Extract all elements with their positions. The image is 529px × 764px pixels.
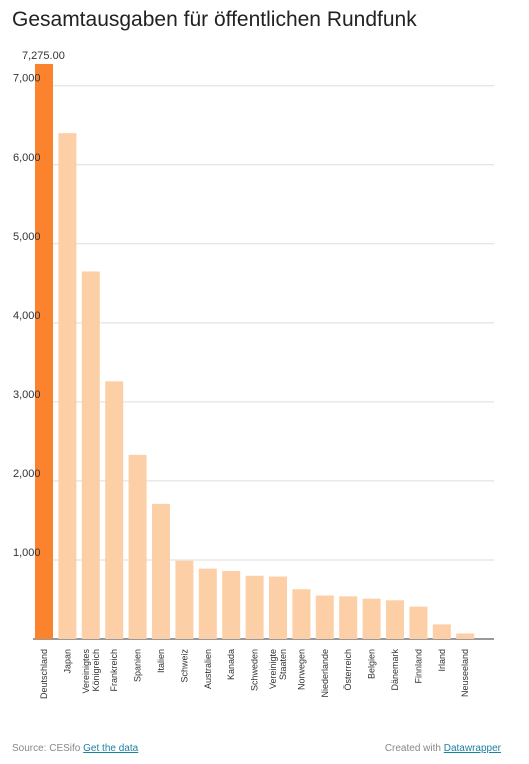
bar-japan [58, 133, 77, 639]
bar-deutschland [35, 63, 53, 640]
bar-belgien [362, 598, 381, 639]
x-tick-label: Australien [203, 649, 213, 689]
x-tick-label: Norwegen [296, 649, 306, 690]
bar-spanien [128, 454, 147, 639]
bar-vereinigtes-königreich [81, 271, 100, 639]
bar-kanada [222, 571, 241, 639]
grid-layer [33, 85, 494, 640]
x-tick-label: Deutschland [39, 649, 49, 699]
data-label: 7,275.00 [22, 50, 65, 62]
y-tick-label: 3,000 [13, 389, 41, 401]
x-tick-label: Neuseeland [460, 649, 470, 697]
footer-credit: Created with Datawrapper [385, 743, 501, 754]
bar-schweden [245, 575, 264, 639]
bar-schweiz [175, 560, 194, 639]
created-with-label: Created with [384, 743, 441, 754]
x-tick-label: Österreich [343, 649, 353, 691]
bar-italien [152, 503, 170, 639]
bar-neuseeland [456, 633, 475, 639]
y-tick-label: 5,000 [13, 231, 41, 243]
bar-vereinigte-staaten [269, 576, 287, 639]
x-tick-label: Finnland [413, 649, 423, 684]
x-tick-label: Italien [156, 649, 166, 673]
x-tick-label: Niederlande [320, 649, 330, 698]
y-tick-label: 4,000 [13, 310, 41, 322]
x-tick-label: Japan [62, 649, 72, 674]
x-tick-label: VereinigtesKönigreich [81, 649, 101, 694]
chart-title: Gesamtausgaben für öffentlichen Rundfunk [12, 8, 417, 31]
x-tick-label: Irland [437, 649, 447, 672]
bars-layer [35, 63, 475, 640]
x-tick-label: VereinigteStaaten [268, 649, 288, 689]
bar-finnland [409, 606, 428, 639]
bar-dänemark [386, 600, 404, 639]
labels-layer: 1,000 2,000 3,000 4,000 5,000 6,000 7,000 7,275… [13, 50, 470, 699]
source-label: Source: CESifo [12, 743, 81, 754]
bar-australien [198, 568, 217, 639]
bar-norwegen [292, 589, 311, 639]
x-tick-label: Frankreich [109, 649, 119, 692]
bar-niederlande [315, 595, 334, 639]
y-tick-label: 6,000 [13, 152, 41, 164]
y-tick-label: 2,000 [13, 468, 41, 480]
x-tick-label: Schweden [250, 649, 260, 691]
bar-österreich [339, 596, 358, 639]
get-the-data-link[interactable]: Get the data [83, 743, 139, 754]
bar-frankreich [105, 381, 124, 639]
x-tick-label: Kanada [226, 649, 236, 680]
y-tick-label: 1,000 [13, 547, 41, 559]
x-tick-label: Dänemark [390, 649, 400, 691]
bar-irland [432, 624, 451, 639]
x-tick-label: Belgien [367, 649, 377, 679]
x-tick-label: Schweiz [179, 649, 189, 683]
y-tick-label: 7,000 [13, 73, 41, 85]
footer-source: Source: CESifo Get the data [12, 743, 138, 754]
datawrapper-link[interactable]: Datawrapper [443, 743, 501, 754]
x-tick-label: Spanien [133, 649, 143, 682]
